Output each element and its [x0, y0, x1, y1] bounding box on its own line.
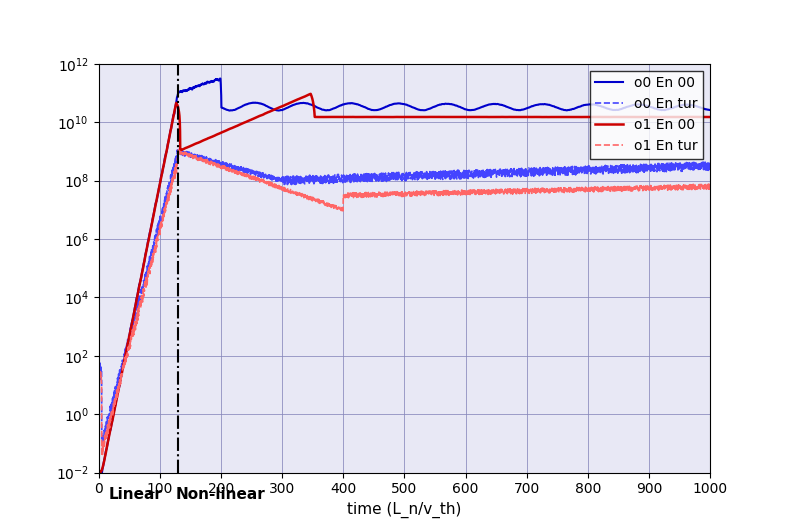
o1 En 00: [329, 114, 338, 120]
o0 En 00: [705, 107, 715, 113]
o1 En tur: [200, 156, 210, 162]
Line: o1 En tur: o1 En tur: [99, 150, 710, 456]
o1 En tur: [628, 187, 638, 193]
o0 En 00: [94, 467, 103, 474]
o0 En tur: [98, 442, 107, 448]
o0 En tur: [694, 167, 703, 174]
o0 En 00: [95, 472, 104, 478]
o0 En tur: [628, 168, 638, 174]
o1 En 00: [164, 138, 174, 144]
o0 En tur: [174, 146, 184, 152]
Line: o0 En tur: o0 En tur: [99, 149, 710, 445]
o1 En tur: [329, 204, 338, 210]
o1 En tur: [164, 189, 174, 195]
o1 En tur: [705, 184, 715, 191]
o1 En tur: [97, 453, 107, 459]
o1 En tur: [356, 190, 365, 196]
o0 En tur: [356, 177, 365, 183]
Text: Linear: Linear: [108, 487, 163, 502]
o0 En 00: [164, 136, 174, 142]
o1 En 00: [705, 114, 715, 120]
o0 En tur: [94, 363, 103, 369]
o1 En 00: [355, 114, 365, 120]
o0 En tur: [200, 157, 210, 164]
o0 En 00: [329, 105, 338, 112]
o1 En 00: [200, 136, 210, 143]
o1 En 00: [694, 114, 703, 120]
o0 En tur: [329, 173, 338, 179]
o0 En 00: [694, 104, 703, 110]
o1 En tur: [94, 365, 103, 371]
o0 En tur: [705, 166, 715, 172]
o0 En 00: [215, 75, 225, 82]
o1 En 00: [94, 469, 103, 476]
o1 En 00: [306, 91, 316, 97]
o0 En 00: [200, 80, 210, 87]
Legend: o0 En 00, o0 En tur, o1 En 00, o1 En tur: o0 En 00, o0 En tur, o1 En 00, o1 En tur: [589, 71, 703, 159]
X-axis label: time (L_n/v_th): time (L_n/v_th): [347, 502, 462, 518]
o1 En tur: [174, 147, 183, 153]
o0 En tur: [164, 187, 174, 194]
Line: o0 En 00: o0 En 00: [99, 79, 710, 475]
Line: o1 En 00: o1 En 00: [99, 94, 710, 473]
o0 En 00: [628, 102, 638, 108]
o1 En tur: [694, 185, 703, 191]
o0 En 00: [356, 102, 365, 108]
Text: Non-linear: Non-linear: [176, 487, 266, 502]
o1 En 00: [628, 114, 638, 120]
